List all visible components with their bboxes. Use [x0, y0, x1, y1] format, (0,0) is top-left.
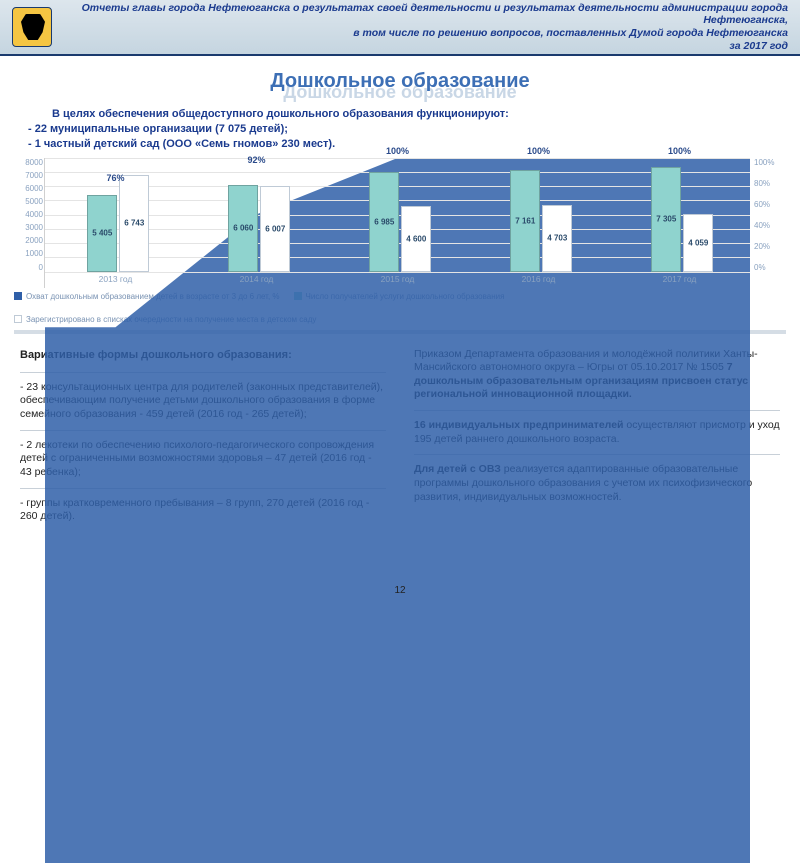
legend-label-1: Охват дошкольным образованием детей в во…: [26, 292, 280, 301]
right-p1: Приказом Департамента образования и моло…: [414, 348, 780, 403]
header-line1: Отчеты главы города Нефтеюганска о резул…: [64, 2, 788, 27]
y-axis-left: 800070006000500040003000200010000: [15, 158, 43, 272]
legend-item-2: Число получателей услуги дошкольного обр…: [294, 292, 505, 301]
left-p1: - 23 консультационных центра для родител…: [20, 381, 386, 422]
legend-label-2: Число получателей услуги дошкольного обр…: [306, 292, 505, 301]
legend-item-1: Охват дошкольным образованием детей в во…: [14, 292, 280, 301]
chart-legend: Охват дошкольным образованием детей в во…: [14, 292, 786, 334]
legend-swatch-1: [14, 292, 22, 300]
intro-line2: - 22 муниципальные организации (7 075 де…: [28, 122, 772, 137]
right-p2: 16 индивидуальных предпринимателей осуще…: [414, 419, 780, 446]
legend-swatch-2: [294, 292, 302, 300]
plot-area: 5 4056 74376%6 0606 00792%6 9854 600100%…: [45, 158, 750, 272]
right-column: Приказом Департамента образования и моло…: [414, 348, 780, 530]
title-main: Дошкольное образование: [0, 70, 800, 93]
divider: [414, 410, 780, 411]
divider: [20, 372, 386, 373]
divider: [414, 454, 780, 455]
intro-line1: В целях обеспечения общедоступного дошко…: [28, 107, 772, 122]
report-header: Отчеты главы города Нефтеюганска о резул…: [0, 0, 800, 56]
divider: [20, 430, 386, 431]
page-number: 12: [394, 585, 405, 596]
section-title: Дошкольное образование Дошкольное образо…: [0, 70, 800, 93]
divider: [20, 488, 386, 489]
left-column: Вариативные формы дошкольного образовани…: [20, 348, 386, 530]
y-axis-right: 100%80%60%40%20%0%: [754, 158, 786, 272]
left-p3: - группы кратковременного пребывания – 8…: [20, 497, 386, 524]
city-crest-icon: [12, 7, 52, 47]
x-axis: 2013 год2014 год2015 год2016 год2017 год: [45, 274, 750, 288]
preschool-chart: 800070006000500040003000200010000 100%80…: [44, 158, 750, 288]
legend-label-3: Зарегистрировано в списках очередности н…: [26, 315, 316, 324]
left-heading: Вариативные формы дошкольного образовани…: [20, 348, 386, 362]
left-p2: - 2 лекотеки по обеспечению психолого-пе…: [20, 439, 386, 480]
legend-swatch-3: [14, 315, 22, 323]
legend-item-3: Зарегистрировано в списках очередности н…: [14, 315, 786, 324]
text-columns: Вариативные формы дошкольного образовани…: [0, 334, 800, 530]
header-line2: в том числе по решению вопросов, поставл…: [64, 27, 788, 40]
right-p3: Для детей с ОВЗ реализуется адаптированн…: [414, 463, 780, 504]
header-text: Отчеты главы города Нефтеюганска о резул…: [64, 2, 788, 52]
header-line3: за 2017 год: [64, 40, 788, 53]
